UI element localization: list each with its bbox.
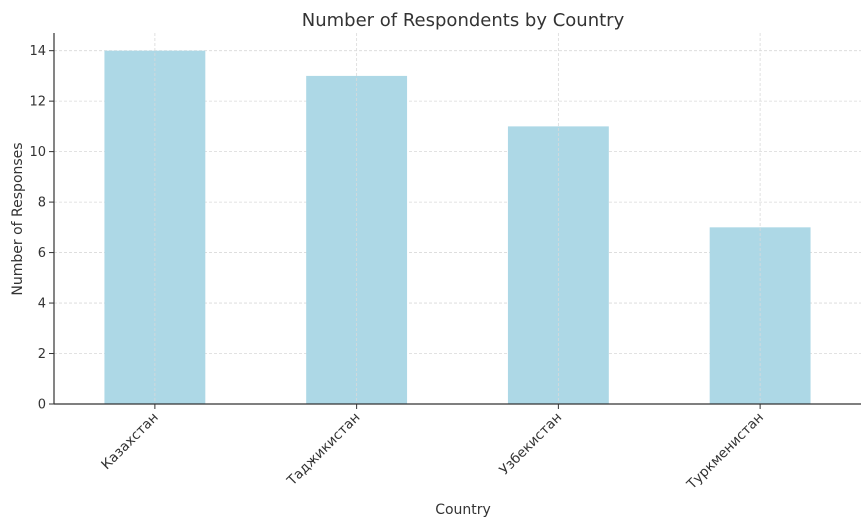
chart-title: Number of Respondents by Country [302,10,625,31]
y-tick-label: 14 [29,44,46,59]
y-tick-label: 6 [38,246,46,261]
bars-layer [104,51,810,404]
x-tick-label: Таджикистан [283,410,363,490]
x-tick-label: Туркменистан [683,410,767,494]
y-tick-label: 10 [29,145,46,160]
x-axis-label: Country [435,502,491,517]
x-tick-label: Узбекистан [496,410,565,479]
y-tick-label: 8 [38,196,46,211]
y-tick-label: 4 [38,297,46,312]
y-tick-label: 0 [38,398,46,413]
y-tick-label: 2 [38,347,46,362]
x-tick-label: Казахстан [98,410,161,473]
y-tick-label: 12 [29,95,46,110]
y-axis-label: Number of Responses [10,142,26,295]
